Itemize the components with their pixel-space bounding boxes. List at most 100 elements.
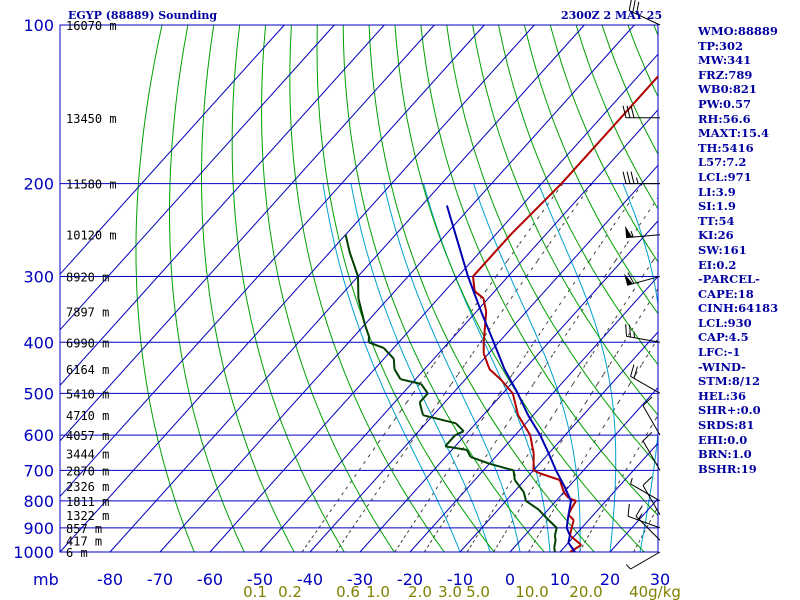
mixing-ratio-label: 0.2 (278, 583, 302, 600)
mixing-ratio-line (394, 183, 643, 553)
moist-adiabat-line (383, 183, 521, 553)
isotherm-line (59, 24, 335, 331)
mixing-ratio-line (423, 197, 659, 553)
sounding-parameters-list: WMO:88889 TP:302 MW:341 FRZ:789 WB0:821 PW:0.… (698, 24, 778, 476)
wind-barb-staff (642, 405, 661, 436)
parameter-item: TT:54 (698, 213, 735, 228)
temperature-tick-label: 30 (650, 570, 670, 589)
parameter-item: TP:302 (698, 38, 744, 53)
wind-barb-flag (622, 171, 627, 184)
mixing-ratio-line (335, 183, 593, 553)
dry-adiabat-line (316, 24, 495, 553)
parameter-item: BSHR:19 (698, 461, 757, 476)
dry-adiabat-line (575, 24, 659, 210)
parameter-item: WMO:88889 (698, 24, 778, 38)
height-label: 2326 m (66, 480, 109, 494)
pressure-tick-label: 500 (23, 384, 54, 403)
dry-adiabat-line (261, 24, 395, 553)
dry-adiabat-line (472, 24, 659, 416)
wind-barb-flag (642, 431, 653, 442)
parameter-item: HEL:36 (698, 388, 746, 403)
dry-adiabat-line (420, 24, 659, 516)
pressure-tick-label: 300 (23, 267, 54, 286)
height-label: 13450 m (66, 112, 117, 126)
isotherm-line (59, 24, 285, 275)
dry-adiabat-line (627, 24, 659, 97)
isotherm-line (209, 53, 659, 553)
isotherm-line (59, 24, 485, 497)
parameter-item: -PARCEL- (698, 272, 760, 287)
dry-adiabat-line (394, 24, 645, 553)
height-label: 16070 m (66, 19, 117, 33)
wind-barb-flag (626, 105, 631, 118)
wind-barb-flag (627, 503, 630, 517)
wind-barb (627, 503, 661, 529)
parameter-item: STM:8/12 (698, 374, 761, 389)
height-label: 1322 m (66, 509, 109, 523)
temperature-tick-label: -20 (397, 570, 423, 589)
pressure-tick-label: 600 (23, 426, 54, 445)
wind-barbs (622, 0, 661, 570)
temperature-tick-label: 0 (505, 570, 515, 589)
mixing-ratio-label: 10.0 (515, 583, 548, 600)
moist-adiabat-line (423, 183, 551, 553)
pressure-tick-label: 400 (23, 333, 54, 352)
wind-barb-flag (622, 105, 627, 118)
parcel-profile-line (445, 205, 576, 553)
sounding-profiles (344, 75, 659, 553)
parameter-item: MAXT:15.4 (698, 126, 769, 141)
wind-barb (642, 476, 661, 516)
mixing-ratio-lines (301, 183, 659, 553)
wind-barb-flag (625, 324, 628, 337)
height-label: 6164 m (66, 363, 109, 377)
parameter-item: MW:341 (698, 53, 752, 68)
observation-time: 2300Z 2 MAY 25 (561, 9, 663, 22)
wind-barb-staff (626, 335, 661, 343)
parameter-item: SI:1.9 (698, 199, 736, 214)
isotherm-line (509, 387, 659, 553)
pressure-tick-label: 900 (23, 519, 54, 538)
wind-barb-staff (626, 234, 661, 239)
wind-barb-flag (642, 396, 653, 407)
wind-barb (628, 0, 661, 26)
wind-barb-flag (629, 324, 631, 338)
height-label: 857 m (66, 522, 102, 536)
isotherm-line (159, 24, 635, 553)
isotherm-line (309, 164, 659, 553)
parameter-item: -WIND- (698, 359, 746, 374)
wind-barb (622, 105, 660, 119)
wind-barb-flag (630, 364, 635, 377)
dry-adiabat-line (289, 24, 445, 553)
parameter-item: SW:161 (698, 242, 747, 257)
parameter-item: CAP:4.5 (698, 330, 749, 345)
temperature-tick-label: -30 (347, 570, 373, 589)
wind-barb-staff (642, 485, 661, 516)
wind-barb-flag (632, 0, 636, 13)
isotherm-line (559, 442, 659, 553)
dry-adiabat-line (653, 24, 659, 36)
parameter-item: KI:26 (698, 228, 734, 243)
wind-barb (622, 171, 660, 185)
mixing-ratio-label: 0.1 (243, 583, 267, 600)
dry-adiabat-line (498, 24, 659, 365)
dry-adiabat-line (523, 24, 659, 314)
wind-barb-flag (633, 366, 638, 379)
height-label: 7897 m (66, 306, 109, 320)
isotherm-line (459, 331, 659, 553)
wind-barb-flag (630, 105, 635, 118)
dry-adiabats (135, 24, 659, 553)
mixing-ratio-label: 0.6 (336, 583, 360, 600)
parameter-item: FRZ:789 (698, 67, 753, 82)
temperature-tick-label: -60 (197, 570, 223, 589)
height-label: 8920 m (66, 270, 109, 284)
parameter-item: LFC:-1 (698, 345, 741, 360)
wind-barb (635, 505, 661, 541)
parameter-item: LI:3.9 (698, 184, 736, 199)
moist-adiabat-line (473, 183, 581, 552)
temperature-tick-label: -70 (147, 570, 173, 589)
wind-barb-staff (628, 10, 661, 26)
pressure-tick-label: 100 (23, 16, 54, 35)
temperature-profile-line (472, 75, 659, 553)
height-label: 4710 m (66, 409, 109, 423)
